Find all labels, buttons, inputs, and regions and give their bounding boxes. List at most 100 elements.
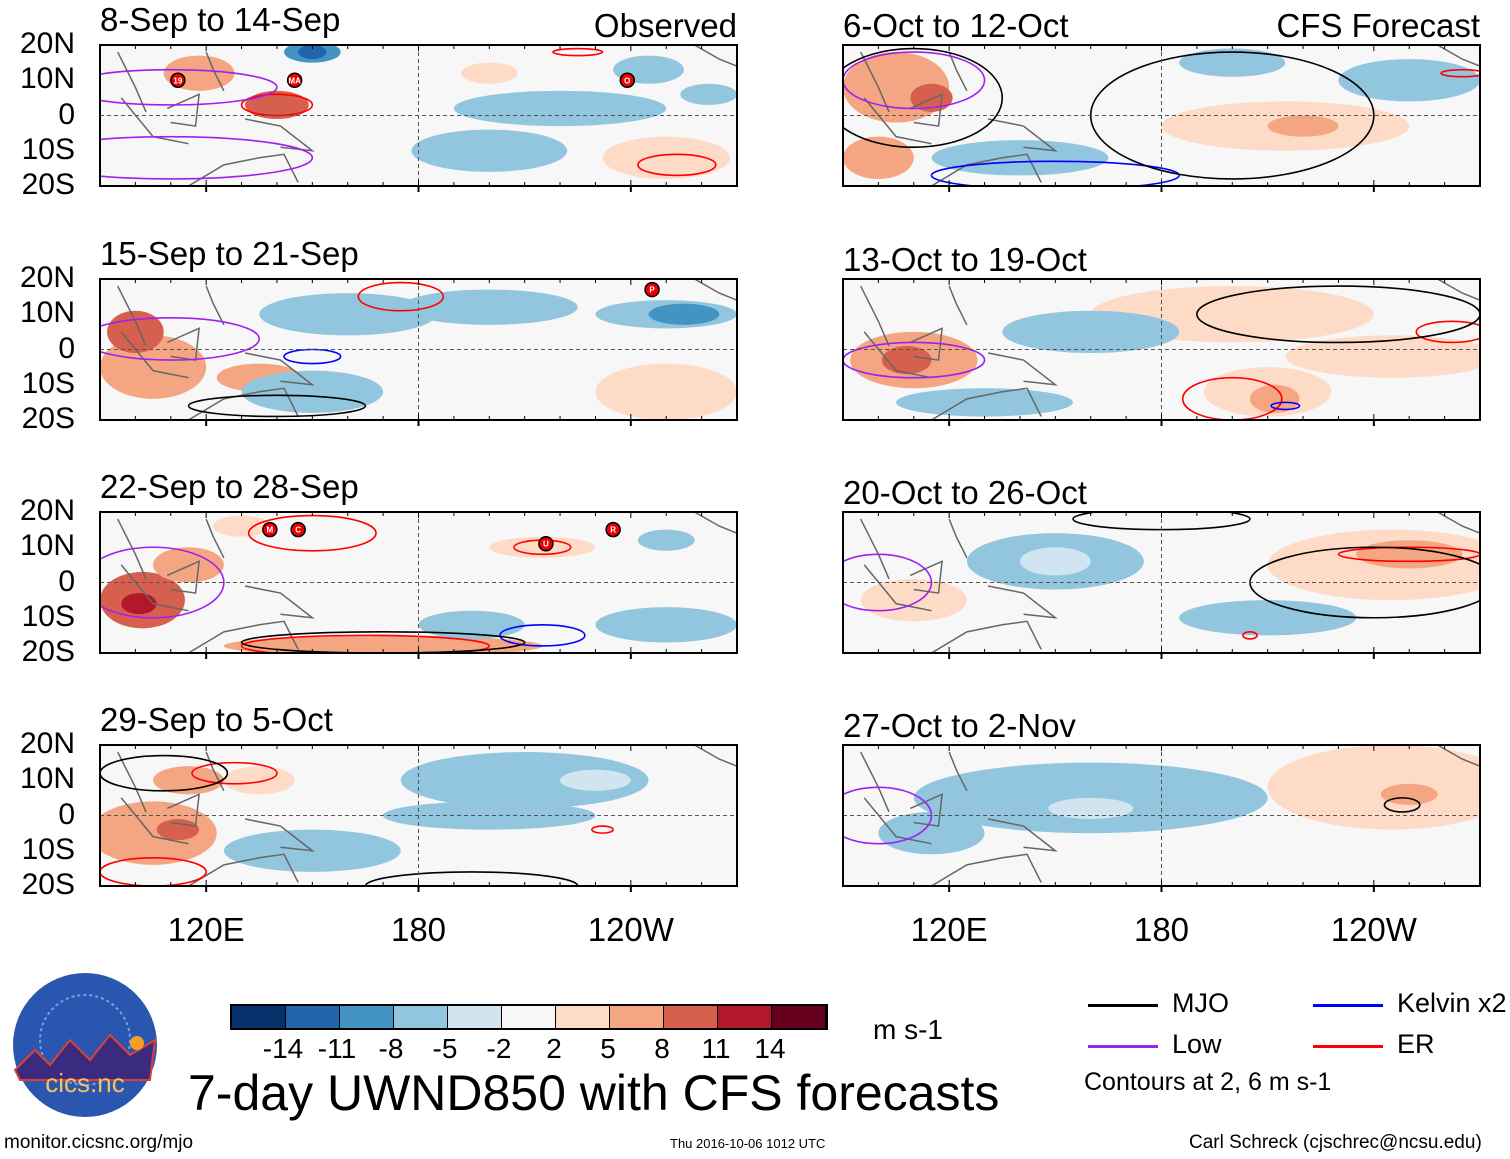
anomaly-shading <box>1249 384 1300 413</box>
figure-title: 7-day UWND850 with CFS forecasts <box>188 1065 1000 1121</box>
panel-title: 29-Sep to 5-Oct <box>100 701 333 738</box>
contour-er <box>1242 631 1258 640</box>
legend-swatch <box>1313 1004 1383 1007</box>
contour-low <box>843 553 933 612</box>
panel-title: 8-Sep to 14-Sep <box>100 1 341 38</box>
lat-tick-label: 20S <box>21 868 75 901</box>
contour-kelvin-x2 <box>1270 401 1301 411</box>
storm-label: 19 <box>173 76 182 85</box>
colorbar-tick-label: -5 <box>432 1033 458 1064</box>
coastline <box>117 512 737 653</box>
contour-note: Contours at 2, 6 m s-1 <box>1084 1068 1332 1096</box>
tropical-cyclone-marker: P <box>644 281 660 298</box>
colorbar-tick-label: 2 <box>546 1033 562 1064</box>
contour-er <box>100 857 207 886</box>
anomaly-shading <box>411 129 568 172</box>
contour-er <box>1440 68 1480 78</box>
contour-er <box>1337 546 1480 563</box>
colorbar-tick-label: -11 <box>317 1033 357 1064</box>
lat-tick-label: 0 <box>58 331 75 365</box>
contour-mjo <box>364 871 579 886</box>
colorbar-swatch <box>448 1006 502 1028</box>
anomaly-shading <box>896 388 1074 417</box>
lat-tick-label: 0 <box>58 564 75 598</box>
lon-tick-label: 120E <box>910 911 988 948</box>
tropical-cyclone-marker: 19 <box>170 72 186 88</box>
storm-label: M <box>267 526 274 535</box>
units-label: m s-1 <box>873 1014 943 1045</box>
contour-low <box>843 341 986 379</box>
map-panel: P <box>99 278 738 426</box>
map-panel: M C U R <box>99 511 738 659</box>
anomaly-shading <box>1048 797 1134 820</box>
anomaly-shading <box>298 45 327 60</box>
colorbar <box>230 1004 828 1030</box>
colorbar-tick-label: 8 <box>654 1033 670 1064</box>
anomaly-shading <box>860 578 967 622</box>
storm-label: MA <box>288 76 301 85</box>
anomaly-shading <box>418 610 525 639</box>
anomaly-shading <box>1380 783 1438 805</box>
contour-er <box>240 634 491 653</box>
contour-low <box>100 135 314 180</box>
legend-swatch <box>1313 1045 1383 1048</box>
lat-tick-label: 10N <box>19 296 75 330</box>
lat-tick-label: 20N <box>19 27 75 60</box>
anomaly-shading <box>241 370 384 413</box>
legend-label: ER <box>1397 1029 1435 1059</box>
lat-tick-label: 10S <box>21 832 75 866</box>
storm-label: U <box>543 540 549 549</box>
lat-tick-label: 0 <box>58 797 75 831</box>
lat-tick-label: 10S <box>21 599 75 633</box>
colorbar-swatch <box>718 1006 772 1028</box>
panel-title: 20-Oct to 26-Oct <box>843 474 1087 511</box>
anomaly-shading <box>602 136 730 179</box>
anomaly-shading <box>878 811 985 855</box>
lat-tick-label: 20S <box>21 635 75 668</box>
anomaly-shading <box>881 345 932 375</box>
colorbar-tick-label: 14 <box>754 1033 786 1064</box>
contour-er <box>637 153 717 177</box>
anomaly-shading <box>637 529 695 551</box>
lat-tick-label: 0 <box>58 97 75 131</box>
colorbar-tick-label: -8 <box>378 1033 404 1064</box>
lat-tick-label: 20S <box>21 402 75 435</box>
anomaly-shading <box>107 310 164 354</box>
panel-title: 22-Sep to 28-Sep <box>100 468 359 505</box>
contour-low <box>100 546 225 619</box>
anomaly-shading <box>1179 600 1357 636</box>
colorbar-swatch <box>664 1006 718 1028</box>
legend-label: Low <box>1172 1029 1222 1059</box>
anomaly-shading <box>1338 59 1480 102</box>
anomaly-shading <box>273 97 302 112</box>
lon-tick-label: 120E <box>167 911 245 948</box>
contour-mjo <box>1196 285 1480 344</box>
lat-tick-label: 20N <box>19 494 75 527</box>
anomaly-shading <box>259 293 437 336</box>
anomaly-shading <box>213 515 270 537</box>
colorbar-swatch <box>556 1006 610 1028</box>
tropical-cyclone-marker: U <box>538 535 554 552</box>
panel-title: 15-Sep to 21-Sep <box>100 235 359 272</box>
contour-low <box>843 51 986 110</box>
lon-tick-label: 120W <box>1330 911 1417 948</box>
contour-low <box>100 316 261 361</box>
contour-mjo <box>1383 797 1421 813</box>
tropical-cyclone-marker: C <box>290 521 306 538</box>
map-panel <box>842 278 1481 426</box>
cics-logo: cics.nc <box>13 973 157 1117</box>
lat-tick-label: 20N <box>19 261 75 294</box>
contour-low <box>100 68 278 106</box>
anomaly-shading <box>460 62 518 84</box>
anomaly-shading <box>931 140 1109 176</box>
colorbar-swatch <box>394 1006 448 1028</box>
anomaly-shading <box>1267 745 1480 830</box>
contour-low <box>843 786 933 845</box>
anomaly-shading <box>400 752 649 809</box>
lon-tick-label: 180 <box>390 911 447 948</box>
timestamp: Thu 2016-10-06 1012 UTC <box>670 1136 826 1151</box>
column-label-forecast: CFS Forecast <box>1276 7 1480 44</box>
anomaly-shading <box>560 769 631 791</box>
tropical-cyclone-marker: M <box>262 521 278 538</box>
